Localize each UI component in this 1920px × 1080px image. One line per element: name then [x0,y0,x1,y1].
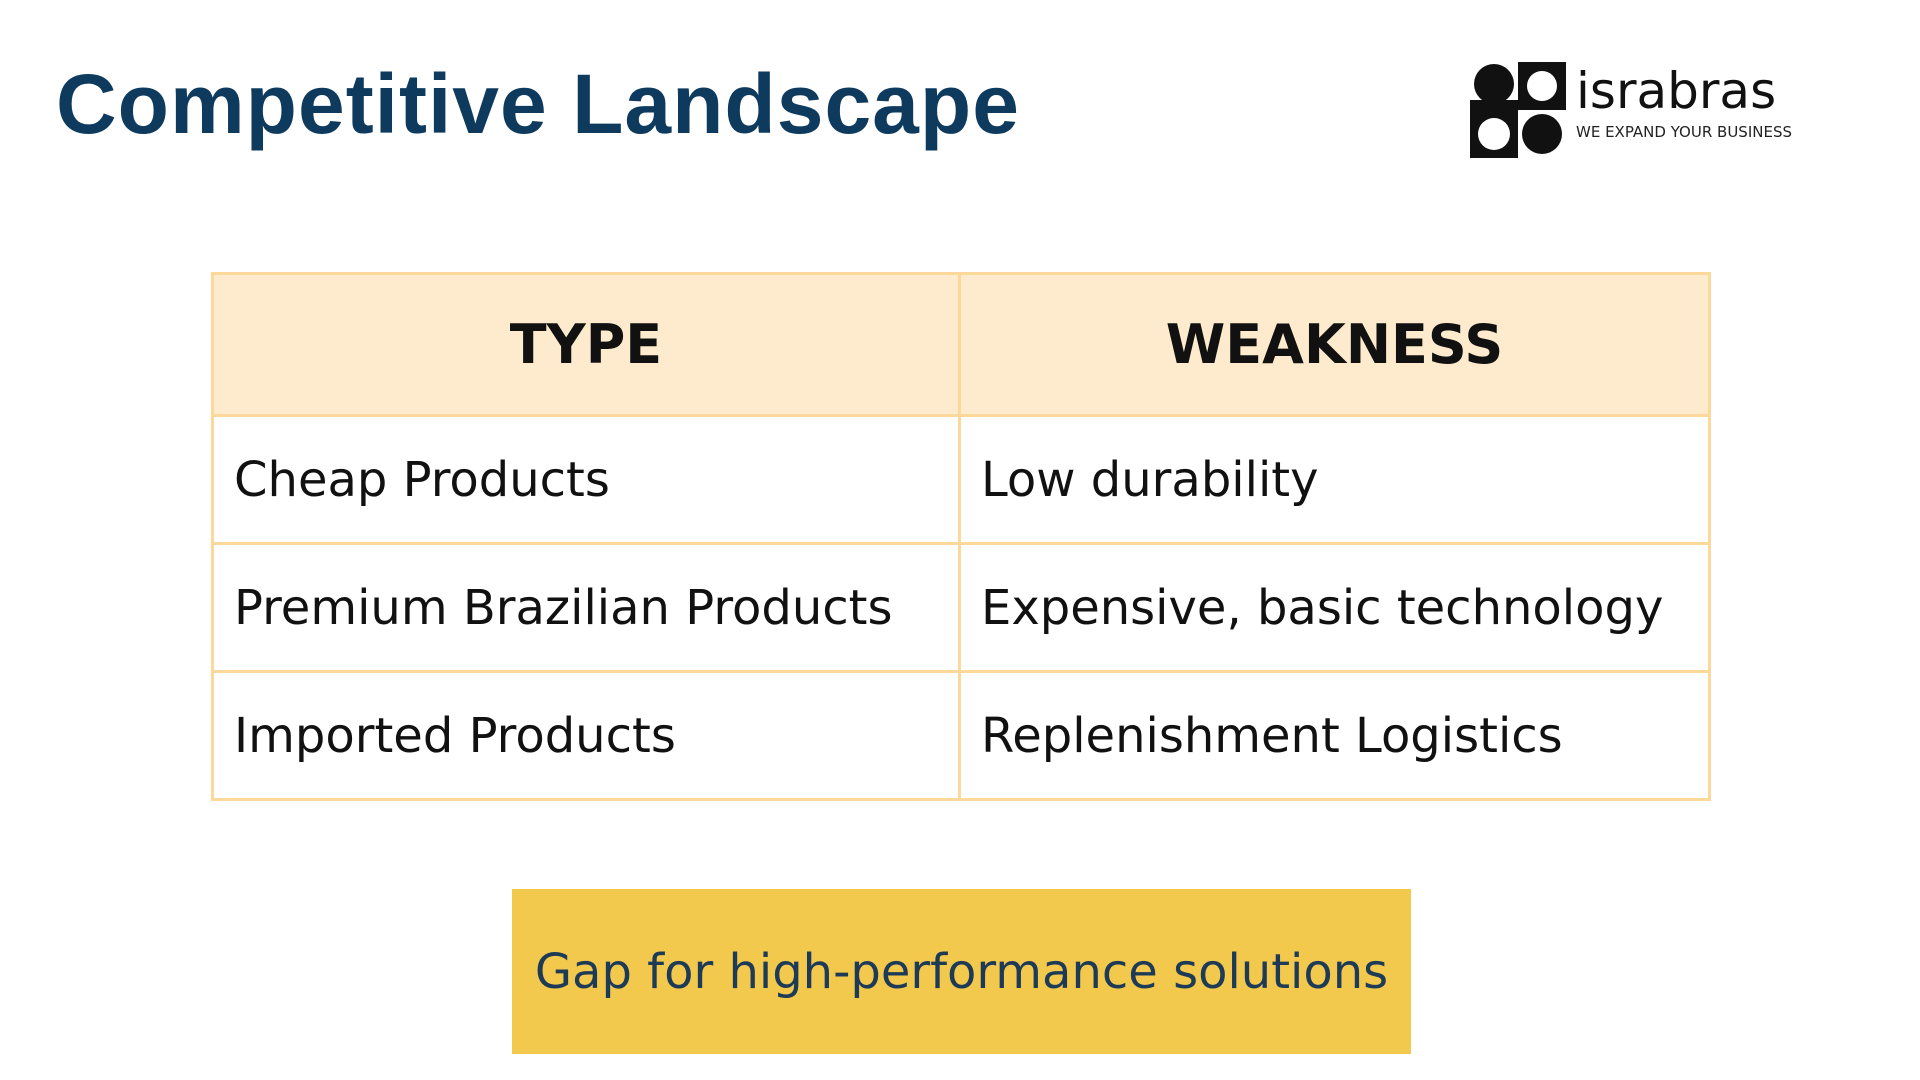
title: Competitive Landscape [56,57,1020,151]
callout-text: Gap for high-performance solutions [534,943,1389,1000]
column-header: TYPE [211,272,961,417]
column-header: WEAKNESS [958,272,1711,417]
table-cell: Premium Brazilian Products [211,542,961,673]
table-cell: Expensive, basic technology [958,542,1711,673]
logo-tagline: WE EXPAND YOUR BUSINESS [1576,123,1792,141]
callout: Gap for high-performance solutions [512,889,1411,1054]
logo: israbras WE EXPAND YOUR BUSINESS [1470,62,1792,158]
table-cell: Low durability [958,414,1711,545]
table-cell: Replenishment Logistics [958,670,1711,801]
table-row: Premium Brazilian Products Expensive, bas… [211,542,1711,673]
table: TYPE WEAKNESS Cheap Products Low durabilit… [211,272,1711,801]
table-cell: Imported Products [211,670,961,801]
logo-name: israbras [1576,62,1776,120]
table-cell: Cheap Products [211,414,961,545]
table-row: Imported Products Replenishment Logistics [211,670,1711,801]
table-row: Cheap Products Low durability [211,414,1711,545]
